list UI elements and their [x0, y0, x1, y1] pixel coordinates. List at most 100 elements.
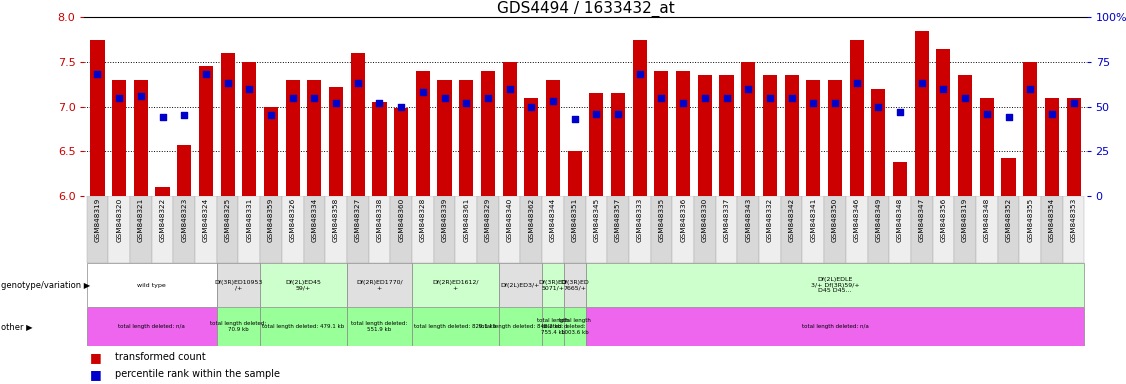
Bar: [347, 263, 412, 307]
Text: GSM848328: GSM848328: [420, 198, 426, 242]
Bar: [564, 307, 586, 346]
Bar: [87, 196, 108, 263]
Bar: [846, 196, 867, 263]
Text: GSM848359: GSM848359: [268, 198, 274, 242]
Text: GSM848319: GSM848319: [962, 198, 968, 242]
Text: total length deleted:
70.9 kb: total length deleted: 70.9 kb: [211, 321, 267, 332]
Bar: [502, 62, 517, 196]
Bar: [499, 307, 542, 346]
Bar: [499, 263, 542, 307]
Bar: [976, 196, 998, 263]
Bar: [850, 40, 864, 196]
Bar: [1042, 196, 1063, 263]
Text: GSM848326: GSM848326: [289, 198, 296, 242]
Point: [1000, 114, 1018, 120]
Text: Df(3R)ED10953
/+: Df(3R)ED10953 /+: [214, 280, 262, 291]
Bar: [546, 80, 560, 196]
Text: GSM848357: GSM848357: [615, 198, 622, 242]
Text: GSM848339: GSM848339: [441, 198, 447, 242]
Bar: [1063, 196, 1084, 263]
Point: [826, 100, 844, 106]
Bar: [325, 196, 347, 263]
Text: GSM848321: GSM848321: [137, 198, 144, 242]
Bar: [347, 307, 412, 346]
Text: GSM848362: GSM848362: [528, 198, 535, 242]
Point: [696, 94, 714, 101]
Bar: [368, 196, 391, 263]
Point: [284, 94, 302, 101]
Text: GSM848360: GSM848360: [399, 198, 404, 242]
Text: transformed count: transformed count: [115, 352, 206, 362]
Bar: [676, 71, 690, 196]
Point: [370, 100, 388, 106]
Bar: [586, 307, 1084, 346]
Bar: [304, 196, 325, 263]
Text: GSM848320: GSM848320: [116, 198, 122, 242]
Bar: [134, 80, 148, 196]
Point: [869, 103, 887, 109]
Bar: [221, 53, 234, 196]
Bar: [720, 75, 733, 196]
Text: ■: ■: [90, 368, 101, 381]
Bar: [890, 196, 911, 263]
Bar: [477, 196, 499, 263]
Text: GSM848329: GSM848329: [485, 198, 491, 242]
Bar: [87, 307, 217, 346]
Bar: [564, 263, 586, 307]
Bar: [824, 196, 846, 263]
Bar: [260, 307, 347, 346]
Bar: [434, 196, 455, 263]
Bar: [394, 108, 409, 196]
Bar: [347, 196, 368, 263]
Text: total length
deleted:
755.4 kb: total length deleted: 755.4 kb: [537, 318, 569, 335]
Bar: [152, 196, 173, 263]
Bar: [350, 53, 365, 196]
Point: [327, 100, 345, 106]
Point: [956, 94, 974, 101]
Bar: [633, 40, 646, 196]
Point: [176, 113, 194, 119]
Bar: [415, 71, 430, 196]
Bar: [911, 196, 932, 263]
Point: [414, 89, 432, 95]
Bar: [698, 75, 712, 196]
Bar: [499, 196, 520, 263]
Bar: [651, 196, 672, 263]
Text: GSM848350: GSM848350: [832, 198, 838, 242]
Text: ■: ■: [90, 351, 101, 364]
Text: GSM848348: GSM848348: [984, 198, 990, 242]
Point: [848, 80, 866, 86]
Point: [305, 94, 323, 101]
Point: [392, 103, 410, 109]
Bar: [586, 263, 1084, 307]
Bar: [481, 71, 495, 196]
Text: GSM848343: GSM848343: [745, 198, 751, 242]
Text: Df(2L)ED3/+: Df(2L)ED3/+: [501, 283, 540, 288]
Bar: [1024, 62, 1037, 196]
Text: GSM848334: GSM848334: [312, 198, 318, 242]
Point: [457, 100, 475, 106]
Bar: [759, 196, 780, 263]
Text: GSM848348: GSM848348: [897, 198, 903, 242]
Text: genotype/variation ▶: genotype/variation ▶: [1, 281, 90, 290]
Point: [153, 114, 171, 120]
Text: other ▶: other ▶: [1, 322, 33, 331]
Bar: [129, 196, 152, 263]
Bar: [1019, 196, 1042, 263]
Text: GSM848361: GSM848361: [463, 198, 470, 242]
Bar: [1066, 98, 1081, 196]
Text: wild type: wild type: [137, 283, 166, 288]
Text: Df(3R)ED
5071/+: Df(3R)ED 5071/+: [538, 280, 568, 291]
Text: GSM848351: GSM848351: [572, 198, 578, 242]
Point: [739, 86, 757, 92]
Bar: [459, 80, 473, 196]
Text: GSM848331: GSM848331: [247, 198, 252, 242]
Text: Df(2L)EDLE
3/+ Df(3R)59/+
D45 D45...: Df(2L)EDLE 3/+ Df(3R)59/+ D45 D45...: [811, 277, 859, 293]
Text: GSM848330: GSM848330: [701, 198, 708, 242]
Text: GSM848332: GSM848332: [767, 198, 772, 242]
Text: GSM848355: GSM848355: [1027, 198, 1034, 242]
Bar: [260, 263, 347, 307]
Bar: [586, 196, 607, 263]
Point: [89, 71, 107, 78]
Bar: [589, 93, 604, 196]
